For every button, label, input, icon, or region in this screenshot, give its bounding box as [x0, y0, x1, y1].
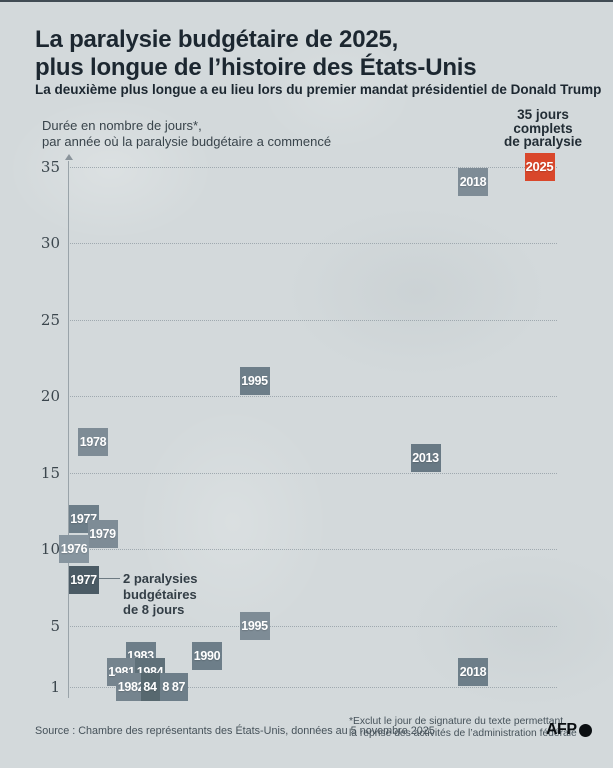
- y-tick-label-20: 20: [40, 387, 60, 406]
- afp-logo: AFP: [546, 721, 592, 739]
- gridline-1: [70, 687, 557, 688]
- y-axis-label-line-2: par année où la paralysie budgétaire a c…: [42, 134, 332, 149]
- shutdown-box-1981-2j: 1981: [106, 657, 137, 686]
- gridline-35: [70, 166, 557, 168]
- source-credit: Source : Chambre des représentants des É…: [35, 725, 435, 737]
- footnote-line-1: *Exclut le jour de signature du texte pe…: [349, 716, 564, 727]
- footnote: *Exclut le jour de signature du texte pe…: [349, 716, 577, 739]
- subtitle: La deuxième plus longue a eu lieu lors d…: [35, 82, 602, 97]
- y-tick-label-15: 15: [40, 463, 60, 482]
- shutdown-box-84-1j: 84: [140, 673, 160, 701]
- shutdown-box-1977-8j: 1977: [68, 565, 99, 594]
- shutdown-box-2025-35j: 2025: [524, 152, 555, 181]
- shutdown-box-1990-3j: 1990: [192, 642, 222, 671]
- footnote-line-2: la reprise des activités de l’administra…: [349, 727, 577, 739]
- shutdown-box-1976-10j: 1976: [59, 535, 89, 564]
- title-line-2: plus longue de l’histoire des États-Unis: [35, 54, 477, 81]
- afp-logo-dot-icon: [578, 723, 592, 737]
- gridline-20: [70, 396, 557, 398]
- y-tick-label-5: 5: [50, 616, 60, 635]
- gridline-25: [70, 319, 557, 321]
- y-axis-arrow-icon: [65, 154, 73, 160]
- gridline-15: [70, 472, 557, 474]
- callout-line-1: 35 jours: [517, 107, 569, 122]
- y-tick-label-10: 10: [40, 540, 60, 559]
- shutdown-box-2018-2j: 2018: [458, 657, 488, 686]
- callout-line-2: complets: [513, 120, 573, 136]
- y-tick-label-35: 35: [40, 157, 60, 176]
- gridline-30: [70, 243, 557, 245]
- y-tick-label-1: 1: [50, 678, 60, 696]
- shutdown-box-2013-16j: 2013: [410, 443, 441, 472]
- afp-logo-text: AFP: [546, 721, 577, 738]
- shutdown-box-1995-21j: 1995: [239, 367, 270, 395]
- gridline-10: [70, 549, 557, 551]
- annotation-connector-line: [99, 578, 120, 579]
- gridline-5: [70, 625, 557, 627]
- y-axis-line: [68, 161, 69, 698]
- annotation-line-2: budgétaires: [123, 586, 197, 602]
- shutdown-box-87-1j: 87: [169, 673, 188, 701]
- annotation-line-1: 2 paralysies: [123, 571, 198, 586]
- y-axis-label-line-1: Durée en nombre de jours*,: [42, 118, 202, 133]
- annotation-line-3: de 8 jours: [123, 602, 185, 617]
- callout-line-3: de paralysie: [503, 134, 583, 149]
- page-title: La paralysie budgétaire de 2025, plus lo…: [35, 26, 477, 82]
- y-axis-label: Durée en nombre de jours*, par année où …: [42, 118, 331, 150]
- top-border: [0, 0, 613, 2]
- shutdown-box-1979-11j: 1979: [87, 520, 118, 548]
- shutdown-box-2018-34j: 2018: [458, 168, 488, 197]
- y-tick-label-25: 25: [40, 310, 60, 329]
- title-line-1: La paralysie budgétaire de 2025,: [35, 26, 399, 53]
- annotation-8-days: 2 paralysies budgétaires de 8 jours: [123, 571, 197, 618]
- shutdown-box-1978-17j: 1978: [78, 428, 108, 457]
- shutdown-box-1995-5j: 1995: [239, 611, 270, 640]
- callout-35-days: 35 jours complets de paralysie: [478, 108, 608, 149]
- y-tick-label-30: 30: [40, 234, 60, 253]
